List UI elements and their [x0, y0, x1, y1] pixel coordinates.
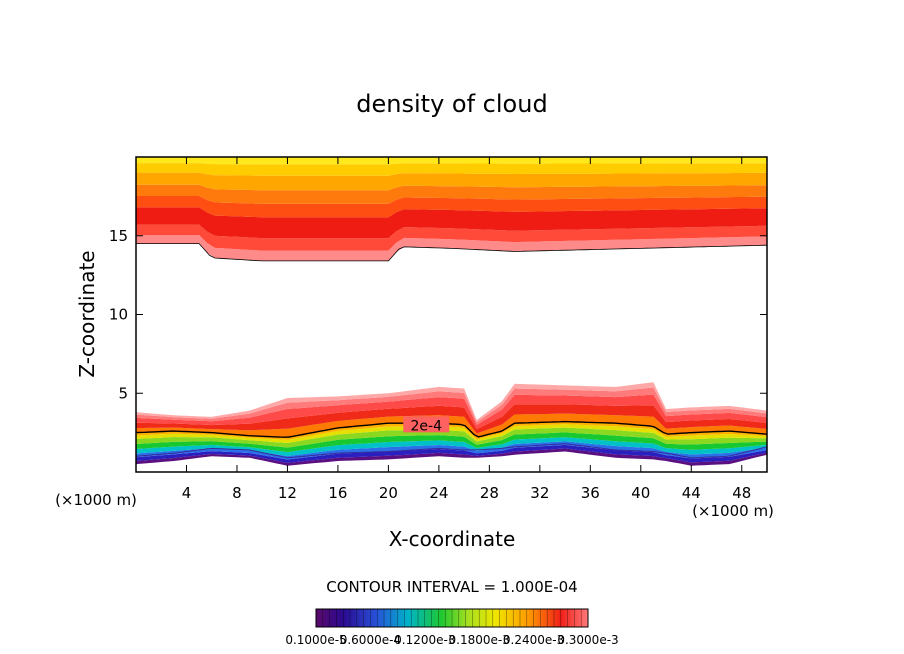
- x-tick-label: 40: [631, 484, 650, 502]
- plot-area: 2e-4: [135, 157, 768, 466]
- x-axis-label: X-coordinate: [389, 527, 516, 551]
- colorbar-label: 0.3000e-3: [557, 633, 618, 647]
- x-tick-label: 24: [429, 484, 448, 502]
- x-tick-label: 36: [581, 484, 600, 502]
- x-axis-ticks: 4 8 12 16 20 24 28 32 36 40 44 48: [182, 157, 751, 502]
- colorbar-labels: 0.1000e-50.6000e-40.1200e-30.1800e-30.24…: [285, 633, 618, 647]
- lower-cloud-band-low-1: [136, 444, 767, 463]
- colorbar-label: 0.1200e-3: [394, 633, 455, 647]
- upper-cloud-band-2: [136, 207, 767, 239]
- y-tick-label: 15: [109, 227, 128, 245]
- upper-cloud-edge: [136, 243, 768, 262]
- colorbar-label: 0.6000e-4: [340, 633, 401, 647]
- lower-cloud-band-low-4: [136, 432, 767, 453]
- colorbar-label: 0.1800e-3: [449, 633, 510, 647]
- lower-cloud-band-high-0: [136, 413, 767, 438]
- x-tick-label: 4: [182, 484, 192, 502]
- chart-title: density of cloud: [356, 90, 547, 118]
- y-axis-ticks: 5 10 15: [109, 227, 767, 402]
- lower-cloud-band-low-3: [136, 437, 767, 457]
- upper-cloud-band-1: [136, 224, 767, 251]
- upper-cloud-band-0: [136, 235, 767, 261]
- contour-interval-text: CONTOUR INTERVAL = 1.000E-04: [326, 578, 577, 596]
- contour-2e-4: [135, 420, 768, 438]
- y-tick-label: 10: [109, 306, 128, 324]
- x-tick-label: 48: [732, 484, 751, 502]
- x-tick-label: 20: [379, 484, 398, 502]
- x-tick-label: 28: [480, 484, 499, 502]
- contour-label: 2e-4: [411, 418, 443, 434]
- y-axis-label: Z-coordinate: [75, 250, 99, 377]
- contour-lower: [135, 443, 768, 459]
- colorbar-ticks: [322, 609, 582, 627]
- colorbar-label: 0.2400e-3: [503, 633, 564, 647]
- colorbar-label: 0.1000e-5: [285, 633, 346, 647]
- lower-cloud-band-low-7: [136, 421, 767, 440]
- x-unit-left: (×1000 m): [55, 491, 137, 509]
- x-tick-label: 8: [232, 484, 242, 502]
- contour-label-backdrop: [403, 416, 450, 433]
- upper-cloud-band-4: [136, 184, 767, 204]
- x-tick-label: 12: [278, 484, 297, 502]
- upper-cloud-band-7: [136, 157, 767, 165]
- lower-cloud-band-low-6: [136, 424, 767, 443]
- lower-cloud-band-high-1: [136, 404, 767, 434]
- x-tick-label: 44: [682, 484, 701, 502]
- x-tick-label: 16: [328, 484, 347, 502]
- upper-cloud-band-6: [136, 163, 767, 176]
- lower-cloud-band-high-4: [136, 382, 767, 423]
- upper-cloud-band-3: [136, 196, 767, 218]
- y-tick-label: 5: [118, 384, 128, 402]
- lower-cloud-band-low-0: [136, 448, 767, 466]
- x-tick-label: 32: [530, 484, 549, 502]
- lower-cloud-band-high-3: [136, 387, 767, 425]
- lower-cloud-band-high-2: [136, 394, 767, 429]
- lower-cloud-band-low-2: [136, 441, 767, 460]
- upper-cloud-band-5: [136, 172, 767, 191]
- lower-cloud-band-low-5: [136, 427, 767, 448]
- x-unit-right: (×1000 m): [692, 502, 774, 520]
